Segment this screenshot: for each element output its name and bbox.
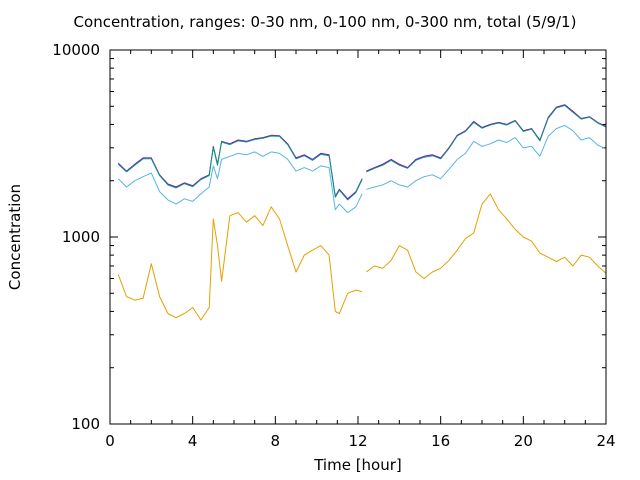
x-tick-label: 8 bbox=[271, 432, 281, 450]
x-axis-label: Time [hour] bbox=[314, 456, 402, 474]
series-group bbox=[117, 104, 607, 321]
y-tick-label: 100 bbox=[71, 415, 100, 433]
series-line-2 bbox=[117, 105, 607, 201]
y-tick-label: 1000 bbox=[62, 228, 100, 246]
x-tick-label: 12 bbox=[348, 432, 367, 450]
y-tick-label: 10000 bbox=[52, 41, 100, 59]
x-tick-label: 16 bbox=[431, 432, 450, 450]
x-tick-label: 4 bbox=[188, 432, 198, 450]
chart-title: Concentration, ranges: 0-30 nm, 0-100 nm… bbox=[73, 13, 577, 31]
x-tick-label: 20 bbox=[514, 432, 533, 450]
x-tick-label: 0 bbox=[105, 432, 115, 450]
series-line-4 bbox=[117, 193, 607, 321]
series-line-3 bbox=[117, 124, 607, 214]
plot-frame bbox=[109, 49, 607, 425]
x-tick-label: 24 bbox=[596, 432, 615, 450]
axis-ticks: 0 4 8 12 16 20 24 100 1000 10000 bbox=[52, 41, 615, 450]
series-line-1 bbox=[117, 104, 607, 200]
